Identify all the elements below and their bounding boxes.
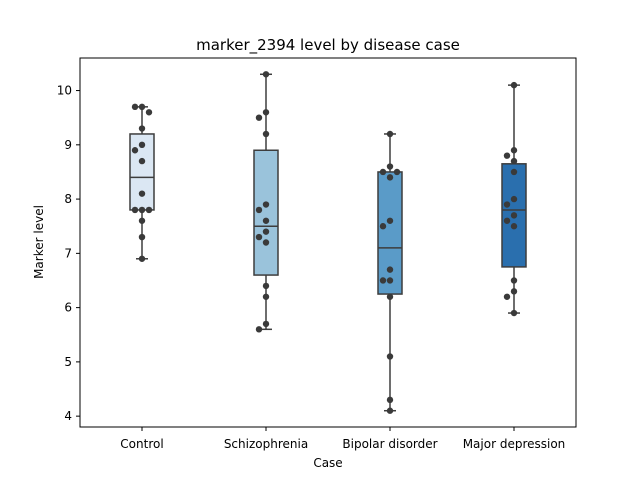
data-point — [262, 130, 270, 138]
y-tick-label: 6 — [64, 301, 72, 315]
data-point — [262, 239, 270, 246]
x-tick-label: Schizophrenia — [224, 437, 308, 451]
data-point — [510, 309, 518, 317]
data-point — [262, 282, 270, 290]
data-point — [131, 206, 139, 214]
data-point — [510, 212, 518, 219]
data-point — [138, 206, 146, 214]
data-point — [131, 147, 139, 154]
data-point — [262, 228, 270, 235]
data-point — [386, 293, 394, 300]
y-tick-label: 9 — [64, 138, 72, 152]
data-point — [386, 407, 394, 414]
data-point — [503, 293, 511, 300]
data-point — [131, 103, 139, 111]
x-tick-label: Control — [120, 437, 163, 451]
plot-area: 4 5 6 7 8 9 10 Control Schizophrenia Bipolar diso… — [57, 57, 577, 451]
data-point — [145, 109, 153, 116]
box-iqr — [129, 133, 155, 211]
data-point — [138, 190, 146, 197]
data-point — [379, 168, 387, 176]
data-point — [138, 125, 146, 132]
data-point — [510, 168, 518, 176]
x-axis-label: Case — [313, 456, 342, 470]
y-tick-label: 5 — [64, 355, 72, 369]
data-point — [510, 81, 518, 89]
data-point — [255, 114, 263, 121]
x-tick-label: Bipolar disorder — [342, 437, 437, 451]
data-point — [262, 109, 270, 116]
axes-frame — [79, 57, 577, 428]
data-point — [255, 326, 263, 333]
data-point — [262, 293, 270, 300]
y-axis-label: Marker level — [32, 205, 46, 279]
data-point — [386, 353, 394, 360]
data-point — [393, 168, 401, 176]
data-point — [386, 130, 394, 138]
data-point — [386, 217, 394, 224]
data-point — [386, 277, 394, 284]
y-tick-label: 10 — [57, 84, 72, 98]
data-point — [145, 206, 153, 214]
data-point — [503, 201, 511, 208]
data-point — [138, 217, 146, 224]
data-point — [386, 163, 394, 170]
data-point — [262, 201, 270, 208]
data-point — [510, 157, 518, 165]
x-tick-label: Major depression — [463, 437, 566, 451]
data-point — [138, 233, 146, 241]
data-point — [386, 174, 394, 181]
data-point — [255, 206, 263, 214]
box-iqr — [377, 171, 403, 295]
data-point — [262, 320, 270, 328]
data-point — [379, 277, 387, 284]
data-point — [138, 103, 146, 111]
y-tick-label: 4 — [64, 409, 72, 423]
data-point — [503, 217, 511, 224]
y-tick-label: 7 — [64, 246, 72, 260]
data-point — [262, 71, 270, 78]
data-point — [138, 255, 146, 262]
chart-title: marker_2394 level by disease case — [196, 36, 460, 55]
data-point — [386, 266, 394, 273]
data-point — [138, 141, 146, 149]
data-point — [262, 217, 270, 224]
data-point — [510, 195, 518, 203]
data-point — [510, 147, 518, 154]
data-point — [386, 396, 394, 404]
data-point — [503, 152, 511, 159]
data-point — [510, 277, 518, 284]
y-tick-label: 8 — [64, 192, 72, 206]
data-point — [138, 157, 146, 165]
data-point — [510, 223, 518, 230]
data-point — [510, 288, 518, 295]
data-point — [255, 233, 263, 241]
data-point — [379, 223, 387, 230]
